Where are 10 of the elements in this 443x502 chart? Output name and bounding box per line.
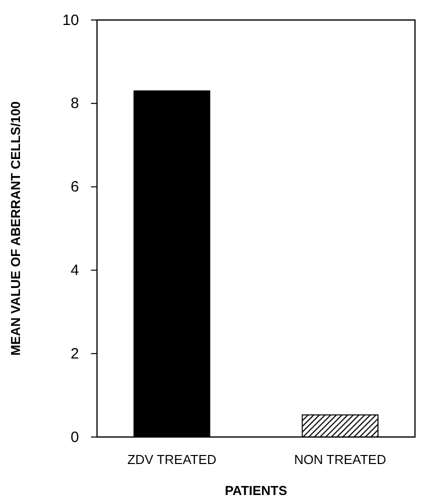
x-tick-label: NON TREATED <box>294 452 386 468</box>
y-tick-label: 4 <box>70 262 79 279</box>
x-tick-label: ZDV TREATED <box>127 452 216 468</box>
y-tick-label: 10 <box>62 12 79 29</box>
y-tick-label: 2 <box>70 345 79 362</box>
x-axis-title: PATIENTS <box>224 483 288 498</box>
y-tick-label: 0 <box>70 428 79 446</box>
y-axis-title: MEAN VALUE OF ABERRANT CELLS/100 <box>8 101 23 356</box>
y-tick-label: 8 <box>70 95 79 112</box>
y-tick-label: 6 <box>70 178 79 196</box>
